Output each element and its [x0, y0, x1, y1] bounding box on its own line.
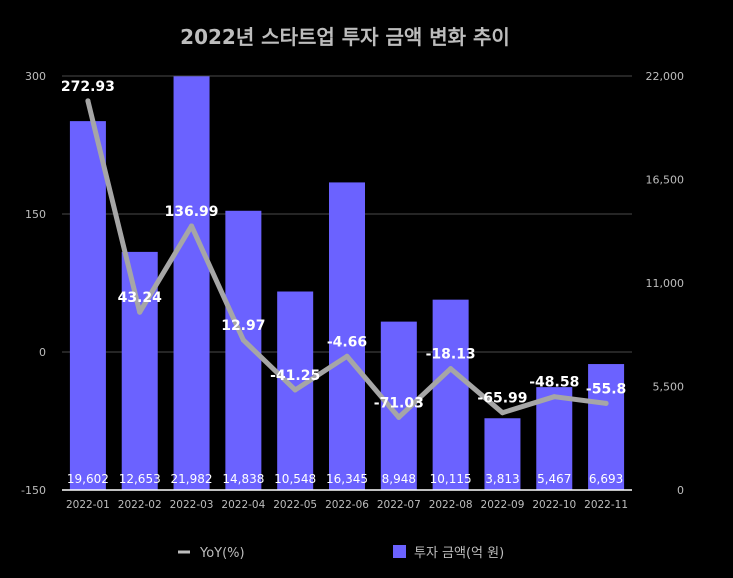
right-axis-tick: 5,500 [653, 381, 685, 394]
yoy-value-labels: 272.93 43.24 136.99 12.97 -41.25 -4.66 -71.03 -… [61, 79, 626, 411]
yoy-value-label: -4.66 [327, 334, 367, 350]
bar-value-label: 6,693 [589, 472, 623, 486]
bar-value-label: 16,345 [326, 472, 368, 486]
bar-2022-09 [484, 418, 521, 490]
left-axis-tick: 300 [25, 70, 46, 83]
legend-yoy-label: YoY(%) [199, 546, 245, 561]
bar-value-label: 21,982 [171, 472, 213, 486]
chart-title: 2022년 스타트업 투자 금액 변화 추이 [180, 25, 510, 49]
x-axis-tick: 2022-08 [429, 499, 473, 511]
legend: YoY(%) 투자 금액(억 원) [178, 545, 504, 561]
bar-value-labels: 19,602 12,653 21,982 14,838 10,548 16,345 8,94… [67, 472, 623, 486]
yoy-value-label: 136.99 [165, 204, 219, 220]
bar-value-label: 12,653 [119, 472, 161, 486]
x-axis-tick: 2022-06 [325, 499, 369, 511]
bar-2022-06 [329, 182, 365, 491]
x-axis-tick: 2022-05 [273, 499, 317, 511]
x-axis-tick: 2022-01 [66, 499, 110, 511]
right-axis-tick: 11,000 [646, 277, 685, 290]
left-axis-tick: 150 [25, 208, 46, 221]
yoy-value-label: -71.03 [374, 395, 424, 411]
yoy-value-label: 12.97 [221, 318, 265, 334]
yoy-point [396, 414, 402, 420]
x-axis: 2022-01 2022-02 2022-03 2022-04 2022-05 2022-… [62, 489, 632, 511]
bar-value-label: 5,467 [537, 472, 571, 486]
x-axis-tick: 2022-09 [481, 499, 525, 511]
bar-series [69, 76, 625, 491]
yoy-point [292, 387, 298, 393]
x-axis-tick: 2022-10 [532, 499, 576, 511]
yoy-point [499, 410, 505, 416]
yoy-point [551, 394, 557, 400]
yoy-value-label: 43.24 [118, 290, 163, 306]
right-axis-tick: 22,000 [646, 70, 685, 83]
yoy-value-label: -65.99 [477, 391, 527, 407]
yoy-line-series [85, 98, 609, 420]
right-axis-tick: 16,500 [646, 174, 685, 187]
x-axis-tick: 2022-04 [221, 499, 265, 511]
bar-value-label: 10,548 [274, 472, 316, 486]
left-axis-tick: -150 [21, 484, 46, 497]
left-axis-ticks: 300 150 0 -150 [21, 70, 46, 497]
yoy-value-label: 272.93 [61, 79, 115, 95]
bar-2022-01 [69, 121, 106, 490]
x-axis-tick: 2022-02 [118, 499, 162, 511]
yoy-value-label: -55.8 [586, 381, 626, 397]
bar-2022-03 [173, 76, 210, 490]
bar-value-label: 14,838 [222, 472, 264, 486]
right-axis-ticks: 22,000 16,500 11,000 5,500 0 [646, 70, 685, 497]
yoy-point [85, 98, 91, 104]
left-axis-tick: 0 [39, 346, 46, 359]
x-axis-tick: 2022-03 [170, 499, 214, 511]
x-axis-tick: 2022-11 [584, 499, 628, 511]
yoy-point [344, 353, 350, 359]
bar-2022-08 [432, 299, 469, 490]
bar-value-label: 19,602 [67, 472, 109, 486]
bar-value-label: 3,813 [485, 472, 519, 486]
legend-investment-swatch [393, 545, 406, 558]
bar-2022-11 [588, 364, 625, 490]
yoy-point [448, 366, 454, 372]
legend-investment-label: 투자 금액(억 원) [414, 546, 504, 561]
yoy-value-label: -41.25 [270, 368, 320, 384]
bar-value-label: 10,115 [430, 472, 472, 486]
yoy-point [603, 400, 609, 406]
yoy-point [189, 223, 195, 229]
bar-2022-10 [536, 387, 573, 490]
yoy-value-label: -18.13 [426, 347, 476, 363]
yoy-point [240, 337, 246, 343]
right-axis-tick: 0 [677, 484, 684, 497]
yoy-value-label: -48.58 [529, 375, 579, 391]
x-axis-tick: 2022-07 [377, 499, 421, 511]
yoy-point [137, 309, 143, 315]
bar-value-label: 8,948 [382, 472, 416, 486]
